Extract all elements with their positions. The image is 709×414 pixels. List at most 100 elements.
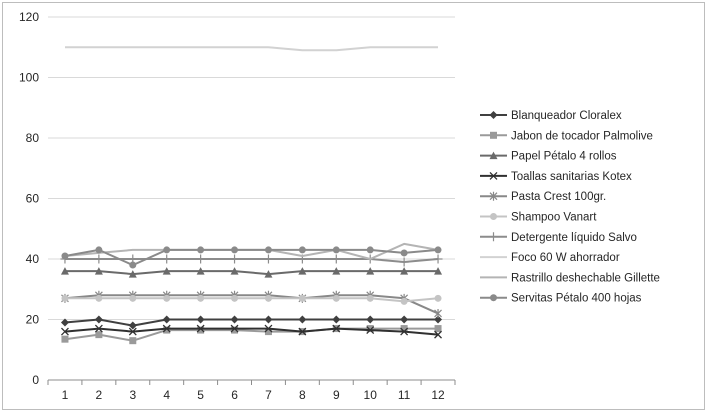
data-point: [163, 246, 171, 254]
data-point: [196, 324, 205, 333]
data-point: [366, 326, 375, 335]
data-point: [332, 267, 341, 275]
x-tick-label: 9: [333, 388, 340, 402]
data-point: [263, 254, 273, 264]
data-point: [433, 254, 443, 264]
data-point: [163, 294, 171, 302]
legend-entry: Foco 60 W ahorrador: [480, 252, 620, 264]
data-point: [264, 294, 272, 302]
legend-entry: Pasta Crest 100gr.: [480, 191, 606, 203]
series-line: [65, 258, 439, 263]
series-3: [60, 267, 443, 278]
series-line: [64, 327, 439, 336]
y-tick-label: 60: [26, 192, 40, 206]
legend-marker: [489, 111, 498, 119]
data-point: [332, 246, 340, 254]
legend: Blanqueador Cloralex Jabon de tocador Pal…: [480, 110, 660, 305]
legend-entry: Detergente líquido Salvo: [480, 232, 637, 244]
y-tick-label: 120: [19, 10, 39, 24]
data-point: [434, 267, 443, 275]
legend-marker: [490, 131, 497, 139]
series-line: [65, 46, 438, 52]
data-point: [94, 324, 103, 333]
data-point: [434, 308, 442, 318]
data-point: [128, 270, 137, 278]
data-point: [332, 324, 341, 333]
data-point: [196, 254, 206, 264]
y-tick-label: 0: [32, 373, 39, 387]
data-point: [434, 246, 442, 254]
legend-label: Pasta Crest 100gr.: [511, 191, 606, 203]
series-line: [65, 297, 439, 303]
data-point: [400, 267, 409, 275]
data-point: [366, 325, 374, 333]
data-point: [95, 294, 103, 302]
data-point: [434, 325, 442, 333]
legend-marker: [489, 151, 498, 160]
legend-label: Servitas Pétalo 400 hojas: [511, 293, 642, 305]
data-point: [94, 315, 103, 324]
series-line: [64, 294, 439, 315]
legend-entry: Toallas sanitarias Kotex: [480, 171, 632, 183]
data-point: [400, 327, 409, 336]
data-point: [129, 294, 137, 302]
data-point: [162, 324, 171, 333]
data-point: [230, 254, 240, 264]
legend-marker: [490, 213, 497, 220]
data-point: [434, 294, 442, 302]
x-tick-label: 5: [197, 388, 204, 402]
data-point: [162, 267, 171, 275]
data-point: [366, 267, 375, 275]
x-tick-label: 10: [364, 388, 378, 402]
legend-marker: [490, 294, 497, 302]
data-point: [163, 326, 171, 334]
data-point: [61, 335, 69, 343]
data-point: [197, 326, 205, 334]
x-tick-label: 6: [231, 388, 238, 402]
legend-entry: Papel Pétalo 4 rollos: [480, 151, 617, 163]
series-7: [60, 254, 443, 267]
series-line: [65, 270, 438, 276]
data-point: [264, 246, 272, 254]
data-point: [366, 315, 375, 324]
data-point: [400, 297, 408, 305]
data-point: [231, 326, 239, 334]
series-6: [61, 294, 442, 305]
x-tick-label: 11: [398, 388, 411, 402]
y-tick-label: 80: [26, 131, 40, 145]
data-point: [298, 246, 306, 254]
data-point: [95, 246, 103, 254]
legend-entry: Shampoo Vanart: [480, 212, 597, 224]
data-point: [399, 257, 409, 267]
legend-marker: [489, 191, 498, 201]
legend-marker: [489, 171, 498, 180]
data-point: [264, 270, 273, 278]
data-point: [162, 254, 172, 264]
legend-label: Blanqueador Cloralex: [511, 110, 622, 122]
y-tick-label: 40: [26, 252, 40, 266]
data-point: [94, 267, 103, 275]
series-line: [64, 327, 438, 342]
data-point: [264, 328, 272, 336]
legend-entry: Jabon de tocador Palmolive: [480, 130, 653, 142]
data-point: [162, 315, 171, 324]
data-point: [298, 315, 307, 324]
chart-frame: [2, 2, 705, 410]
series-10: [61, 246, 442, 269]
series-line: [64, 318, 438, 327]
data-point: [129, 261, 137, 269]
data-point: [332, 315, 341, 324]
x-tick-label: 8: [299, 388, 306, 402]
series-8: [65, 46, 438, 52]
data-point: [197, 246, 205, 254]
legend-label: Detergente líquido Salvo: [511, 232, 637, 244]
data-point: [230, 315, 239, 324]
data-point: [400, 249, 408, 257]
data-point: [128, 327, 137, 336]
data-point: [298, 294, 306, 302]
data-point: [264, 324, 273, 333]
data-point: [230, 267, 239, 275]
x-tick-label: 3: [129, 388, 136, 402]
data-point: [197, 294, 205, 302]
